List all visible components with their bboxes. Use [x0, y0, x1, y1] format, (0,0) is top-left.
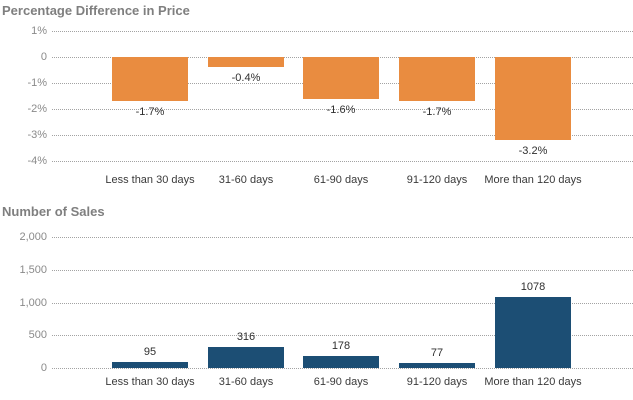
- bar-value-label: -0.4%: [231, 72, 261, 84]
- bar-value-label: 95: [143, 346, 157, 358]
- bar: [303, 57, 379, 99]
- bar: [112, 362, 188, 368]
- bar-value-label: 1078: [520, 281, 546, 293]
- bar: [399, 363, 475, 368]
- gridline: [52, 270, 633, 271]
- number-of-sales-chart-title: Number of Sales: [2, 204, 105, 219]
- bar: [208, 57, 284, 67]
- bar-value-label: -1.7%: [135, 106, 165, 118]
- category-label: 91-120 days: [406, 174, 468, 186]
- bar-value-label: 77: [430, 347, 444, 359]
- bar-value-label: 178: [331, 340, 351, 352]
- bar: [303, 356, 379, 368]
- bar: [495, 57, 571, 140]
- category-label: Less than 30 days: [105, 376, 195, 388]
- bar-value-label: -1.6%: [326, 104, 356, 116]
- category-label: Less than 30 days: [105, 174, 195, 186]
- y-axis-tick-label: -4%: [27, 155, 47, 167]
- bar: [399, 57, 475, 101]
- price-difference-chart-title: Percentage Difference in Price: [2, 3, 190, 18]
- y-axis-tick-label: 0: [40, 51, 47, 63]
- gridline: [52, 161, 633, 162]
- bar: [495, 297, 571, 368]
- category-label: 31-60 days: [218, 376, 274, 388]
- bar-value-label: -1.7%: [422, 106, 452, 118]
- y-axis-tick-label: 2,000: [19, 231, 47, 243]
- y-axis-tick-label: 1%: [31, 25, 47, 37]
- category-label: More than 120 days: [484, 174, 582, 186]
- bar: [112, 57, 188, 101]
- category-label: More than 120 days: [484, 376, 582, 388]
- bar: [208, 347, 284, 368]
- category-label: 61-90 days: [313, 376, 369, 388]
- y-axis-tick-label: 1,000: [19, 297, 47, 309]
- y-axis-tick-label: 500: [28, 329, 47, 341]
- bar-value-label: -3.2%: [518, 145, 548, 157]
- category-label: 91-120 days: [406, 376, 468, 388]
- bar-value-label: 316: [236, 331, 256, 343]
- y-axis-tick-label: 0: [40, 362, 47, 374]
- gridline: [52, 335, 633, 336]
- gridline: [52, 368, 633, 369]
- gridline: [52, 135, 633, 136]
- gridline: [52, 109, 633, 110]
- gridline: [52, 31, 633, 32]
- y-axis-tick-label: -3%: [27, 129, 47, 141]
- y-axis-tick-label: -2%: [27, 103, 47, 115]
- y-axis-tick-label: -1%: [27, 77, 47, 89]
- category-label: 61-90 days: [313, 174, 369, 186]
- category-label: 31-60 days: [218, 174, 274, 186]
- gridline: [52, 303, 633, 304]
- y-axis-tick-label: 1,500: [19, 264, 47, 276]
- gridline: [52, 237, 633, 238]
